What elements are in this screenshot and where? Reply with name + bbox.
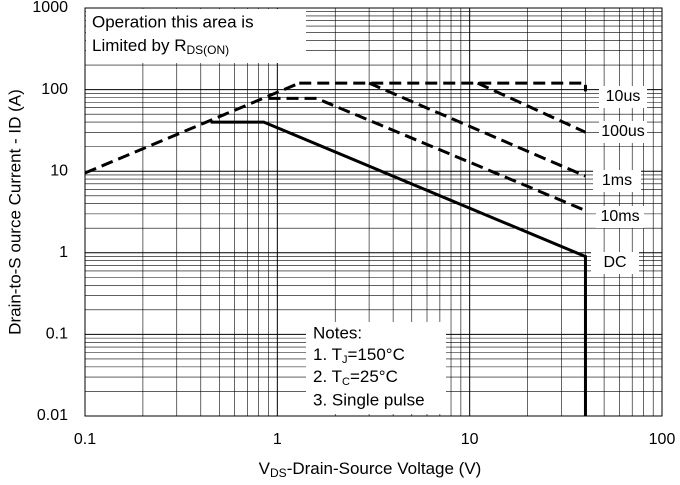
t: V (259, 459, 271, 478)
series-line (299, 81, 587, 92)
label-bg (599, 86, 647, 108)
y-tick-label: 1 (59, 244, 68, 261)
y-tick-label: 0.1 (46, 326, 68, 343)
x-axis-label: VDS-Drain-Source Voltage (V) (259, 459, 482, 480)
curve-label: 10us (606, 88, 641, 105)
series-line (477, 81, 587, 134)
curve-label: 100us (601, 123, 645, 140)
y-tick-label: 100 (41, 81, 68, 98)
t: =150°C (347, 345, 404, 364)
t: 1. T (313, 345, 342, 364)
curve-label: 10ms (600, 208, 639, 225)
x-tick-label: 1 (273, 431, 282, 448)
t: =25°C (350, 367, 398, 386)
series-line (84, 81, 300, 175)
label-bg (593, 170, 641, 192)
t: -Drain-Source Voltage (V) (287, 459, 482, 478)
series-line (210, 120, 587, 416)
curves (84, 81, 587, 416)
y-tick-label: 0.01 (37, 407, 68, 424)
t: J (342, 354, 348, 366)
y-axis-label: Drain-to-S ource Current - ID (A) (5, 89, 24, 335)
label-bg (596, 206, 644, 228)
note-1: 1. TJ=150°C (313, 345, 405, 365)
x-tick-label: 0.1 (74, 431, 96, 448)
plot-frame (84, 7, 663, 417)
note-2: 2. TC=25°C (313, 367, 398, 387)
note-text: Limited by R (92, 36, 186, 55)
x-tick-label: 10 (461, 431, 479, 448)
note-line: Limited by RDS(ON) (92, 36, 229, 57)
note-line: Operation this area is (92, 12, 254, 31)
curve-label: 1ms (602, 172, 632, 189)
label-bg (599, 121, 647, 143)
curve-labels: 10us 100us 1ms 10ms DC (591, 86, 647, 274)
t: 2. T (313, 367, 342, 386)
y-tick-label: 1000 (32, 0, 68, 16)
y-tick-label: 10 (50, 162, 68, 179)
notes-box (306, 322, 446, 414)
series-line (368, 81, 587, 178)
label-bg (591, 252, 639, 274)
t: C (342, 376, 350, 388)
notes-title: Notes: (313, 323, 362, 342)
series-line (268, 96, 587, 212)
note-3: 3. Single pulse (313, 390, 425, 409)
note-box (86, 9, 306, 63)
note-sub: DS(ON) (186, 43, 229, 57)
t: DS (270, 466, 287, 480)
x-tick-label: 100 (649, 431, 676, 448)
curve-label: DC (603, 254, 626, 271)
